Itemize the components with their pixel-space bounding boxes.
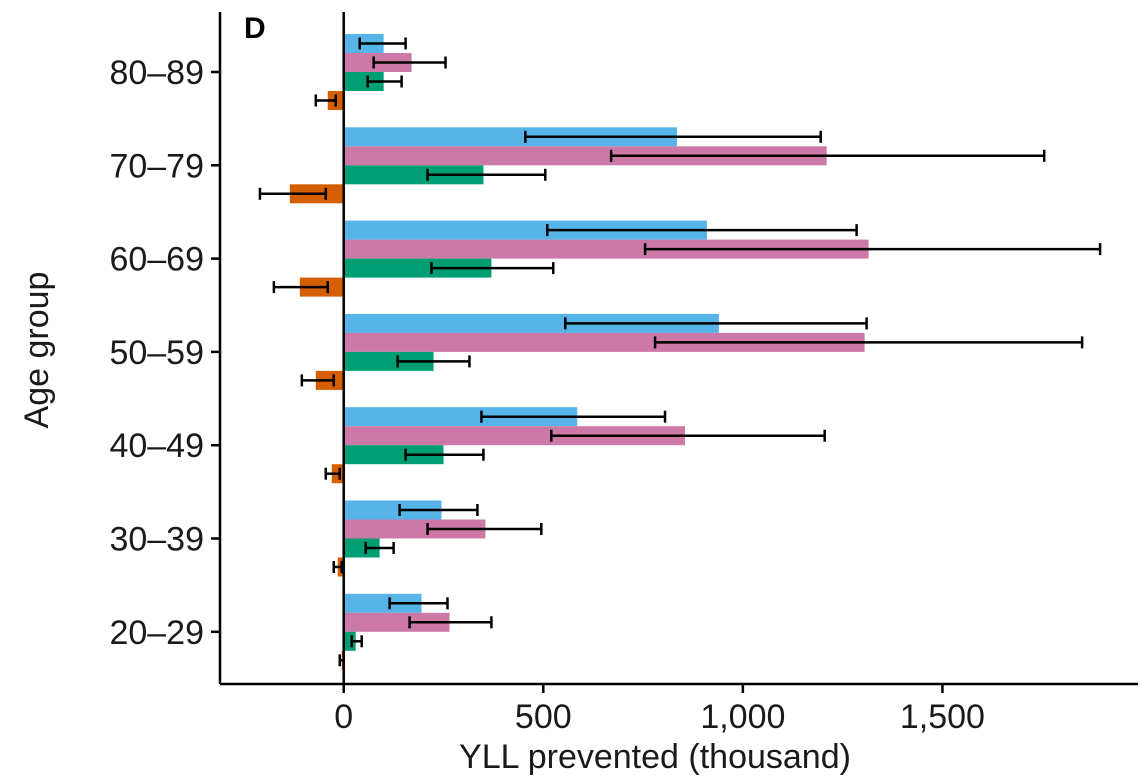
bar [343,239,869,259]
y-tick-label: 70–79 [109,147,204,185]
bar [343,445,444,465]
x-axis-ticks: 0 500 1,000 1,500 [334,684,985,736]
bar-layer [289,34,869,670]
bar [343,612,450,632]
bar [343,165,484,185]
y-tick-label: 50–59 [109,334,204,372]
x-axis-title: YLL prevented (thousand) [459,738,851,776]
x-tick-label: 500 [515,698,572,736]
x-tick-label: 1,500 [900,698,985,736]
bar [343,538,380,558]
bar [343,258,492,278]
bar [343,72,384,91]
bar [343,146,827,166]
x-tick-label: 1,000 [700,698,785,736]
y-tick-label: 80–89 [109,54,204,92]
x-tick-label: 0 [334,698,353,736]
y-tick-label: 60–69 [109,241,204,279]
bar [343,500,442,520]
bar [343,313,719,333]
panel-label: D [244,12,266,45]
y-tick-label: 40–49 [109,427,204,465]
bar [343,426,685,446]
bar [343,407,578,427]
y-tick-label: 30–39 [109,521,204,559]
bar [343,127,678,147]
bar [343,631,356,651]
bar [343,332,865,352]
bar [343,351,434,371]
bar [343,220,707,240]
bar [343,519,486,539]
y-tick-label: 20–29 [109,614,204,652]
bar [343,593,422,613]
y-axis-title: Age group [18,272,56,429]
y-axis-ticks: 80–89 70–79 60–69 50–59 40–49 30–39 20–29 [109,54,220,652]
